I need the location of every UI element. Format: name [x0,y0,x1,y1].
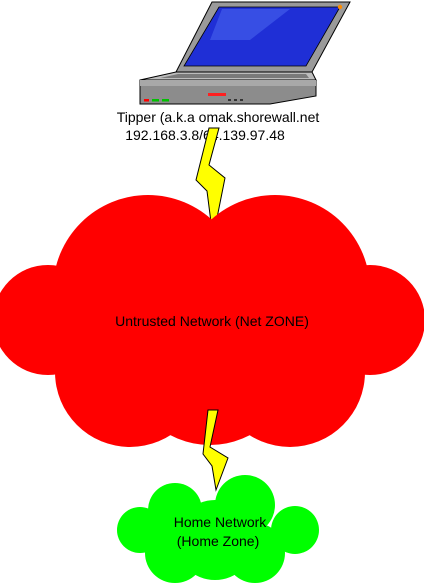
untrusted-network-cloud[interactable]: Untrusted Network (Net ZONE) [0,195,424,447]
laptop-address-label: 192.168.3.8/64.139.97.48 [125,127,285,143]
home-network-label-line2: (Home Zone) [177,533,259,549]
wireless-link-upper-bolt-icon [195,127,226,239]
untrusted-network-label: Untrusted Network (Net ZONE) [115,313,309,329]
laptop-name-label: Tipper (a.k.a omak.shorewall.net [117,109,320,125]
home-network-cloud[interactable]: Home Network (Home Zone) [117,475,319,583]
wireless-link-lower-bolt-icon [202,409,229,492]
laptop-icon[interactable] [139,1,351,105]
home-network-label-line1: Home Network [174,514,268,530]
